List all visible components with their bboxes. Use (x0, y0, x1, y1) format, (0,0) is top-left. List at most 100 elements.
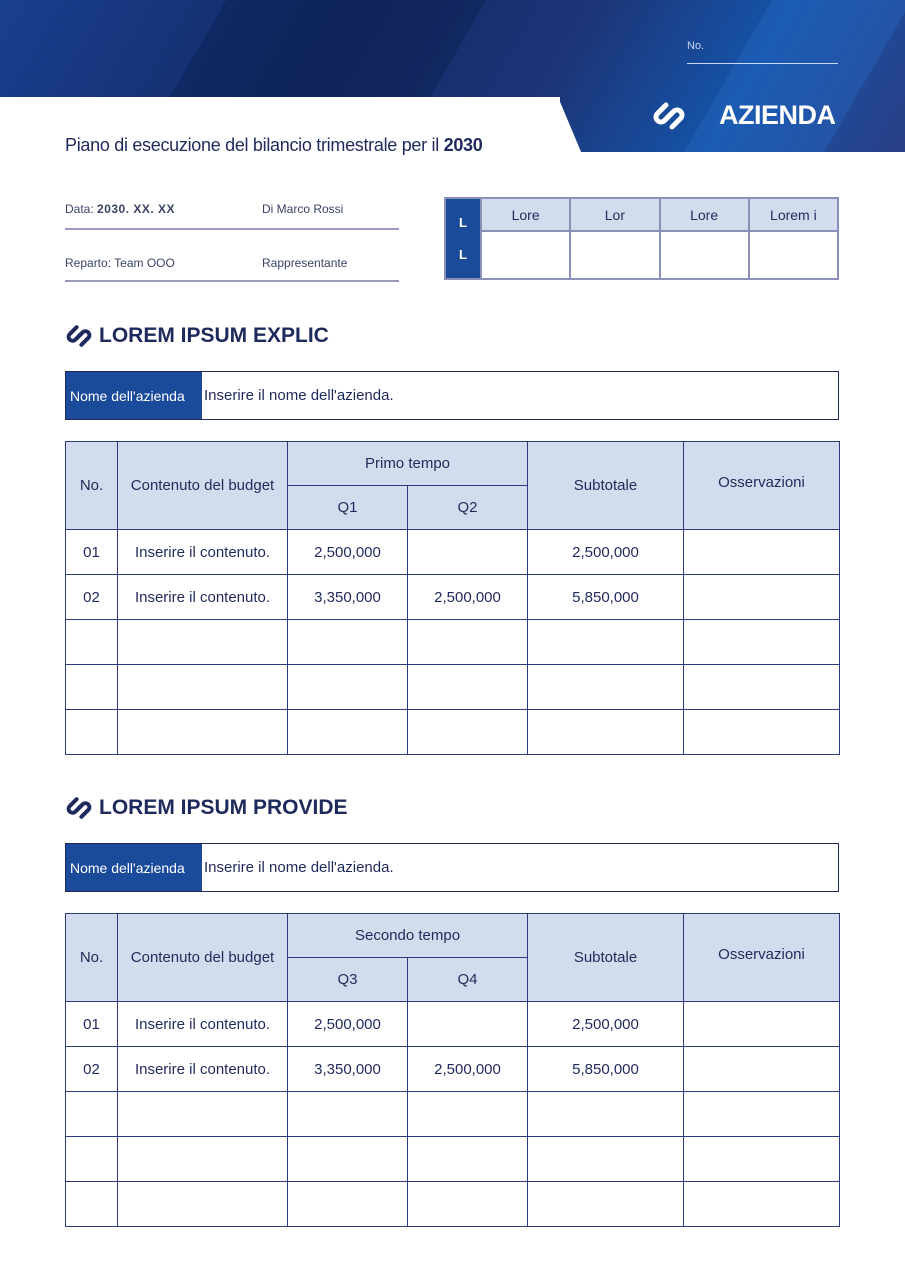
table-row: 01 Inserire il contenuto. 2,500,000 2,500,0… (65, 529, 840, 575)
table-cell[interactable]: Inserire il contenuto. (117, 1001, 288, 1047)
table-cell[interactable]: 02 (65, 574, 118, 620)
divider (65, 280, 399, 282)
number-field[interactable] (687, 63, 838, 64)
table-cell[interactable]: 01 (65, 529, 118, 575)
table-cell[interactable] (683, 1046, 841, 1092)
table-cell[interactable]: 2,500,000 (527, 1001, 685, 1047)
table-cell[interactable] (65, 709, 118, 755)
table-cell[interactable]: 2,500,000 (527, 529, 684, 575)
table-cell[interactable] (527, 1091, 685, 1137)
company-name-input[interactable]: Inserire il nome dell'azienda. (204, 859, 394, 876)
table-row (65, 1136, 841, 1182)
approval-cell[interactable] (482, 232, 569, 278)
table-cell[interactable] (527, 1136, 685, 1182)
table-cell[interactable] (683, 529, 840, 575)
table-cell[interactable]: Inserire il contenuto. (117, 574, 288, 620)
table-cell[interactable] (65, 1136, 118, 1182)
table-row: 02 Inserire il contenuto. 3,350,000 2,500,0… (65, 574, 840, 620)
table-cell[interactable] (117, 1181, 288, 1227)
table-cell[interactable] (683, 664, 840, 710)
table-cell[interactable] (683, 574, 840, 620)
table-cell[interactable]: 3,350,000 (287, 574, 408, 620)
header-content: Contenuto del budget (117, 441, 288, 530)
approval-cell[interactable] (661, 232, 748, 278)
side-label: L (459, 215, 467, 231)
table-cell[interactable]: 5,850,000 (527, 574, 684, 620)
header-content: Contenuto del budget (117, 913, 288, 1002)
table-cell[interactable] (527, 1181, 685, 1227)
table-cell[interactable] (287, 1091, 408, 1137)
table-cell[interactable] (117, 619, 288, 665)
header-subtotal: Subtotale (527, 913, 685, 1002)
table-cell[interactable] (407, 619, 528, 665)
table-cell[interactable] (65, 664, 118, 710)
department-field: Reparto: Team OOO (65, 256, 175, 270)
company-name-row: Nome dell'azienda Inserire il nome dell'a… (65, 371, 839, 420)
approval-column: Lorem i (747, 199, 837, 278)
section-title: LOREM IPSUM EXPLIC (65, 324, 329, 348)
table-cell[interactable] (407, 709, 528, 755)
header-quarter: Q1 (287, 485, 408, 530)
table-cell[interactable] (527, 664, 684, 710)
table-cell[interactable] (287, 619, 408, 665)
table-cell[interactable] (683, 1091, 841, 1137)
table-cell[interactable]: Inserire il contenuto. (117, 1046, 288, 1092)
table-cell[interactable]: 3,350,000 (287, 1046, 408, 1092)
table-cell[interactable]: 2,500,000 (407, 574, 528, 620)
company-name-input[interactable]: Inserire il nome dell'azienda. (204, 387, 394, 404)
approval-column: Lor (569, 199, 659, 278)
table-cell[interactable] (65, 1181, 118, 1227)
table-cell[interactable] (287, 1136, 408, 1182)
table-cell[interactable]: 2,500,000 (406, 1046, 529, 1092)
side-label: L (459, 246, 467, 262)
table-cell[interactable] (406, 1181, 529, 1227)
approval-header: Lore (660, 199, 748, 232)
table-cell[interactable] (527, 619, 684, 665)
table-cell[interactable] (287, 709, 408, 755)
table-cell[interactable]: 5,850,000 (527, 1046, 685, 1092)
section-title-text: LOREM IPSUM PROVIDE (99, 796, 348, 819)
table-cell[interactable] (117, 664, 288, 710)
table-cell[interactable] (287, 1181, 408, 1227)
header-quarter: Q2 (407, 485, 528, 530)
table-cell[interactable]: Inserire il contenuto. (117, 529, 288, 575)
brand-name: AZIENDA (719, 100, 836, 130)
header-period: Primo tempo (287, 441, 528, 486)
table-cell[interactable] (406, 1091, 529, 1137)
table-cell[interactable]: 2,500,000 (287, 1001, 408, 1047)
page-title: Piano di esecuzione del bilancio trimest… (65, 135, 483, 155)
author-field: Di Marco Rossi (262, 202, 344, 216)
table-cell[interactable] (407, 529, 528, 575)
table-cell[interactable] (117, 1091, 288, 1137)
approval-cell[interactable] (571, 232, 658, 278)
table-cell[interactable] (527, 709, 684, 755)
approval-column: Lore (658, 199, 748, 278)
table-cell[interactable] (683, 1001, 841, 1047)
table-cell[interactable] (683, 1181, 841, 1227)
table-cell[interactable] (407, 664, 528, 710)
table-cell[interactable] (683, 1136, 841, 1182)
approval-column: Lore (480, 199, 570, 278)
table-cell[interactable]: 01 (65, 1001, 118, 1047)
table-row (65, 1181, 841, 1227)
table-cell[interactable] (287, 664, 408, 710)
section-title: LOREM IPSUM PROVIDE (65, 796, 348, 820)
section-title-text: LOREM IPSUM EXPLIC (99, 324, 329, 347)
table-row (65, 1091, 841, 1137)
approval-header: Lorem i (749, 199, 837, 232)
approval-header: Lor (571, 199, 659, 232)
table-cell[interactable] (406, 1001, 529, 1047)
table-row: 02 Inserire il contenuto. 3,350,000 2,500,0… (65, 1046, 841, 1092)
approval-cell[interactable] (750, 232, 837, 278)
header-subtotal: Subtotale (527, 441, 684, 530)
table-cell[interactable] (683, 709, 840, 755)
table-cell[interactable] (117, 709, 288, 755)
divider (65, 228, 399, 230)
table-cell[interactable]: 2,500,000 (287, 529, 408, 575)
table-cell[interactable] (65, 1091, 118, 1137)
table-cell[interactable] (406, 1136, 529, 1182)
table-cell[interactable]: 02 (65, 1046, 118, 1092)
table-cell[interactable] (65, 619, 118, 665)
table-cell[interactable] (117, 1136, 288, 1182)
table-cell[interactable] (683, 619, 840, 665)
